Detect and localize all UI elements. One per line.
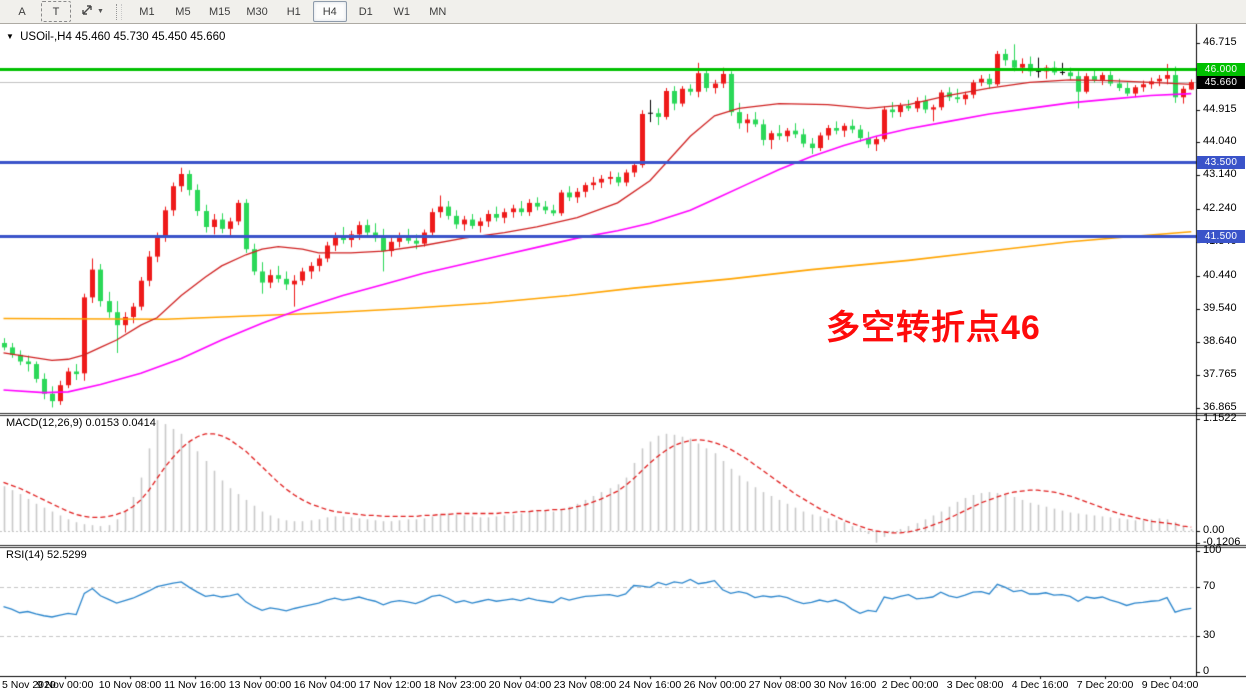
price-axis-label: 44.040 — [1203, 135, 1237, 147]
time-axis-label: 26 Nov 00:00 — [683, 679, 747, 691]
macd-axis-label: 1.1522 — [1203, 412, 1237, 424]
time-axis-label: 16 Nov 04:00 — [293, 679, 357, 691]
time-axis-label: 3 Dec 08:00 — [946, 679, 1004, 691]
timeframe-button-mn[interactable]: MN — [429, 5, 447, 18]
price-level-badge: 43.500 — [1197, 156, 1245, 169]
rsi-indicator-label: RSI(14) 52.5299 — [6, 549, 87, 561]
arrange-objects-icon — [80, 4, 95, 20]
price-level-badge: 46.000 — [1197, 63, 1245, 76]
toolbar-grip-handle[interactable] — [115, 3, 122, 20]
bid-price-badge: 45.660 — [1197, 76, 1245, 89]
symbol-dropdown-icon[interactable]: ▼ — [6, 32, 14, 41]
macd-indicator-label: MACD(12,26,9) 0.0153 0.0414 — [6, 417, 156, 429]
timeframe-button-d1[interactable]: D1 — [358, 5, 373, 18]
macd-axis-label: 0.00 — [1203, 524, 1225, 536]
macd-axis-label: -0.1206 — [1203, 536, 1241, 548]
time-axis-label: 24 Nov 16:00 — [618, 679, 682, 691]
chevron-down-icon: ▼ — [97, 8, 104, 15]
chart-toolbar: A T ▼ M1 M5 M15 M30 H1 H4 D1 W1 MN — [0, 0, 1246, 24]
time-axis-label: 7 Dec 20:00 — [1076, 679, 1134, 691]
timeframe-button-h4[interactable]: H4 — [312, 1, 347, 22]
price-axis-label: 39.540 — [1203, 302, 1237, 314]
timeframe-button-m5[interactable]: M5 — [175, 5, 191, 18]
time-axis-label: 10 Nov 08:00 — [98, 679, 162, 691]
time-axis-label: 30 Nov 16:00 — [813, 679, 877, 691]
time-axis-label: 20 Nov 04:00 — [488, 679, 552, 691]
rsi-axis-label: 30 — [1203, 629, 1216, 641]
time-axis-label: 23 Nov 08:00 — [553, 679, 617, 691]
symbol-header: ▼ USOil-,H4 45.460 45.730 45.450 45.660 — [6, 31, 225, 43]
text-tool-button[interactable]: T — [41, 1, 71, 22]
timeframe-button-group: M1 M5 M15 M30 H1 H4 D1 W1 MN — [129, 1, 456, 22]
price-axis-label: 37.765 — [1203, 368, 1237, 380]
arrange-objects-button[interactable]: ▼ — [73, 1, 111, 22]
time-axis-label: 11 Nov 16:00 — [164, 679, 226, 691]
annotate-letter-button[interactable]: A — [18, 5, 26, 18]
time-axis-label: 4 Dec 16:00 — [1011, 679, 1069, 691]
price-axis-label: 42.240 — [1203, 202, 1237, 214]
time-axis-label: 2 Dec 00:00 — [881, 679, 939, 691]
rsi-axis-label: 100 — [1203, 544, 1222, 556]
time-axis-label: 27 Nov 08:00 — [748, 679, 812, 691]
time-axis-label: 13 Nov 00:00 — [228, 679, 292, 691]
rsi-axis-label: 0 — [1203, 665, 1210, 677]
price-axis-label: 40.440 — [1203, 269, 1237, 281]
time-axis-label: 18 Nov 23:00 — [423, 679, 487, 691]
chart-text-annotation[interactable]: 多空转折点46 — [826, 309, 1041, 347]
timeframe-button-m15[interactable]: M15 — [208, 5, 231, 18]
time-axis-label: 17 Nov 12:00 — [358, 679, 422, 691]
price-axis-label: 44.915 — [1203, 103, 1237, 115]
timeframe-button-m30[interactable]: M30 — [246, 5, 268, 18]
time-axis-label: 5 Nov 2020 — [2, 679, 56, 691]
time-axis-label: 9 Dec 04:00 — [1141, 679, 1199, 691]
price-axis-label: 36.865 — [1203, 401, 1237, 413]
symbol-ohlc-values: 45.460 45.730 45.450 45.660 — [75, 31, 226, 43]
price-axis-label: 43.140 — [1203, 168, 1237, 180]
timeframe-button-w1[interactable]: W1 — [393, 5, 411, 18]
timeframe-button-h1[interactable]: H1 — [286, 5, 301, 18]
price-axis-label: 46.715 — [1203, 36, 1237, 48]
rsi-axis-label: 70 — [1203, 580, 1216, 592]
symbol-name: USOil-,H4 — [20, 31, 72, 43]
time-axis-label: 9 Nov 00:00 — [36, 679, 94, 691]
price-axis-label: 38.640 — [1203, 335, 1237, 347]
timeframe-button-m1[interactable]: M1 — [139, 5, 155, 18]
price-level-badge: 41.500 — [1197, 230, 1245, 243]
